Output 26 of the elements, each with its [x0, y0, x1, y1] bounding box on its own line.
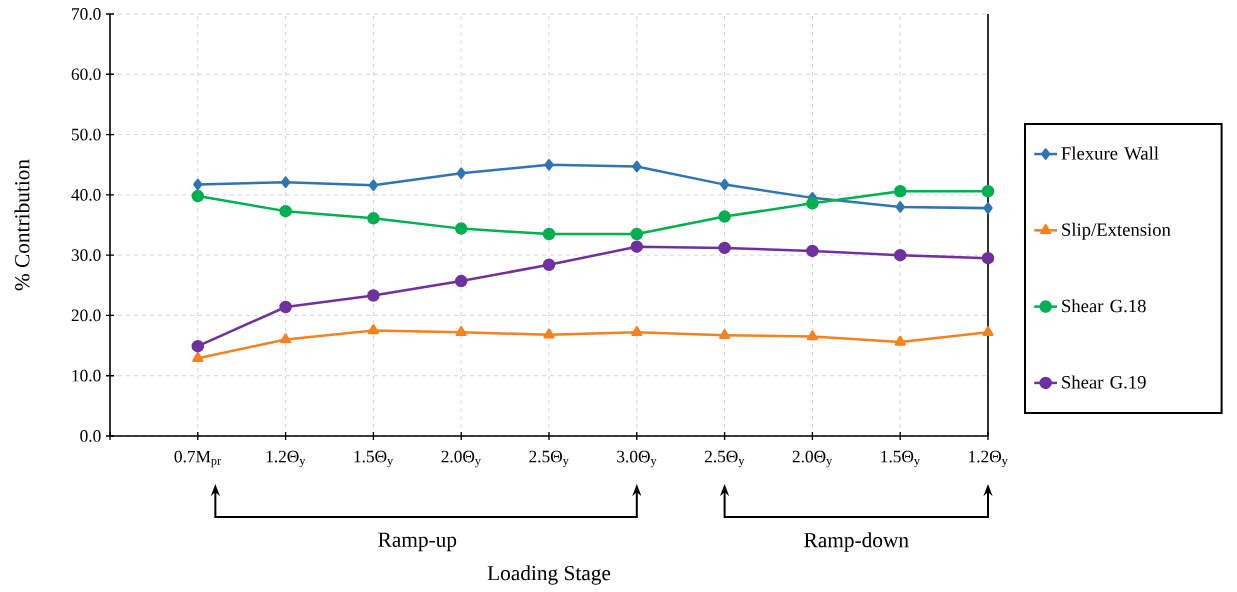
legend-label: Slip/Extension — [1062, 222, 1171, 240]
y-tick-label: 10.0 — [72, 369, 101, 382]
x-tick-label: 1.2Θ$_{y}$ — [266, 450, 306, 468]
x-tick-label: 1.5Θ$_{y}$ — [881, 450, 920, 468]
legend-label: Shear G.19 — [1062, 375, 1146, 389]
x-axis-title: Loading Stage — [487, 565, 611, 585]
y-tick-label: 20.0 — [71, 309, 101, 322]
y-tick-label: 60.0 — [71, 68, 101, 81]
x-tick-label: 0.7M$_{pr}$ — [174, 450, 221, 468]
y-tick-label: 0.0 — [80, 430, 101, 442]
legend-label: Shear G.18 — [1062, 299, 1146, 313]
x-tick-label: 3.0Θ$_{y}$ — [617, 450, 657, 468]
x-tick-label: 2.0Θ$_{y}$ — [441, 450, 481, 468]
y-tick-label: 70.0 — [72, 8, 101, 20]
x-tick-label: 1.5Θ$_{y}$ — [354, 450, 394, 468]
text: Ramp-down — [804, 532, 909, 552]
x-tick-label: 1.2Θ$_{y}$ — [969, 450, 1008, 468]
legend-label: Flexure Wall — [1061, 146, 1159, 160]
x-tick-label: 2.5Θ$_{y}$ — [704, 450, 745, 468]
x-tick-label: 2.5Θ$_{y}$ — [529, 450, 569, 468]
y-axis-title: % Contribution — [14, 159, 30, 291]
text: Ramp-up — [378, 532, 457, 552]
y-tick-label: 30.0 — [71, 249, 101, 262]
x-tick-label: 2.0Θ$_{y}$ — [792, 450, 833, 468]
y-tick-label: 50.0 — [71, 128, 101, 141]
y-tick-label: 40.0 — [71, 188, 101, 201]
